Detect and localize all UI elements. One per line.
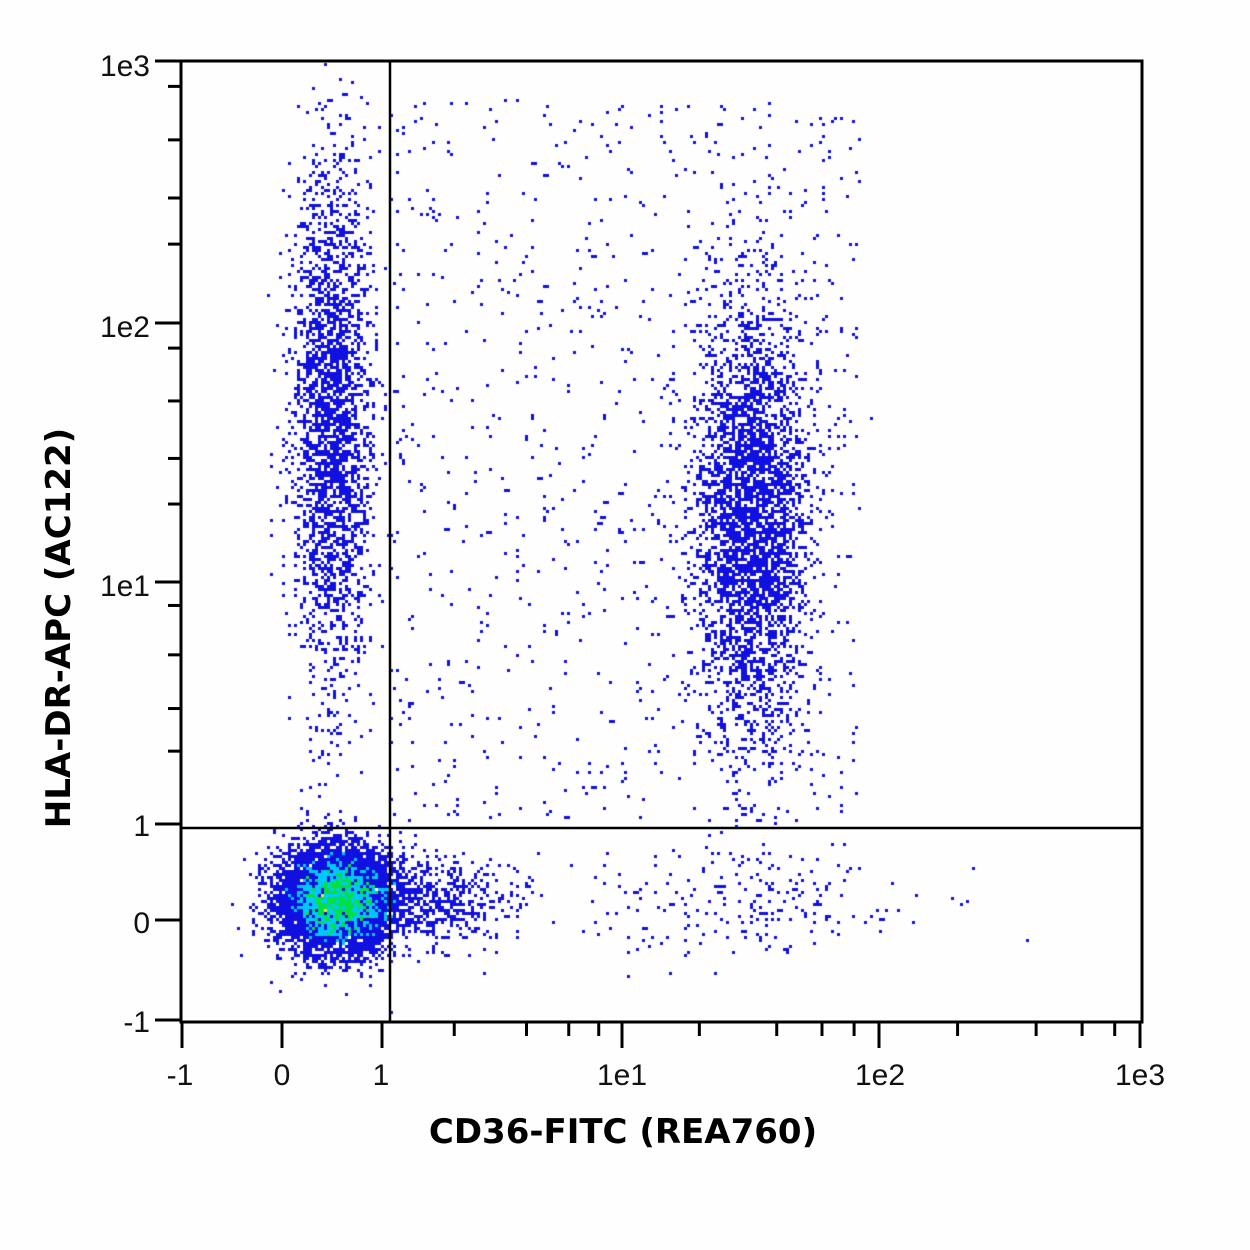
x-tick-label: 1 (373, 1059, 390, 1092)
x-axis-title: CD36-FITC (REA760) (429, 1112, 817, 1152)
y-tick-label: 1e2 (100, 311, 150, 344)
y-tick-label: -1 (123, 1006, 150, 1039)
x-tick-label: 1e1 (597, 1059, 647, 1092)
x-tick-label: 1e2 (855, 1059, 905, 1092)
y-tick-label: 1 (133, 810, 150, 843)
x-tick-label: 1e3 (1115, 1059, 1165, 1092)
plot-frame (179, 59, 1144, 1024)
y-tick-label: 1e1 (100, 570, 150, 603)
x-axis-ticks (180, 1022, 1142, 1048)
y-axis-ticks (155, 59, 181, 1022)
x-tick-label: -1 (167, 1059, 194, 1092)
y-tick-label: 0 (133, 907, 150, 940)
y-tick-label: 1e3 (100, 50, 150, 83)
y-axis-title: HLA-DR-APC (AC122) (39, 428, 79, 828)
x-tick-label: 0 (274, 1059, 291, 1092)
